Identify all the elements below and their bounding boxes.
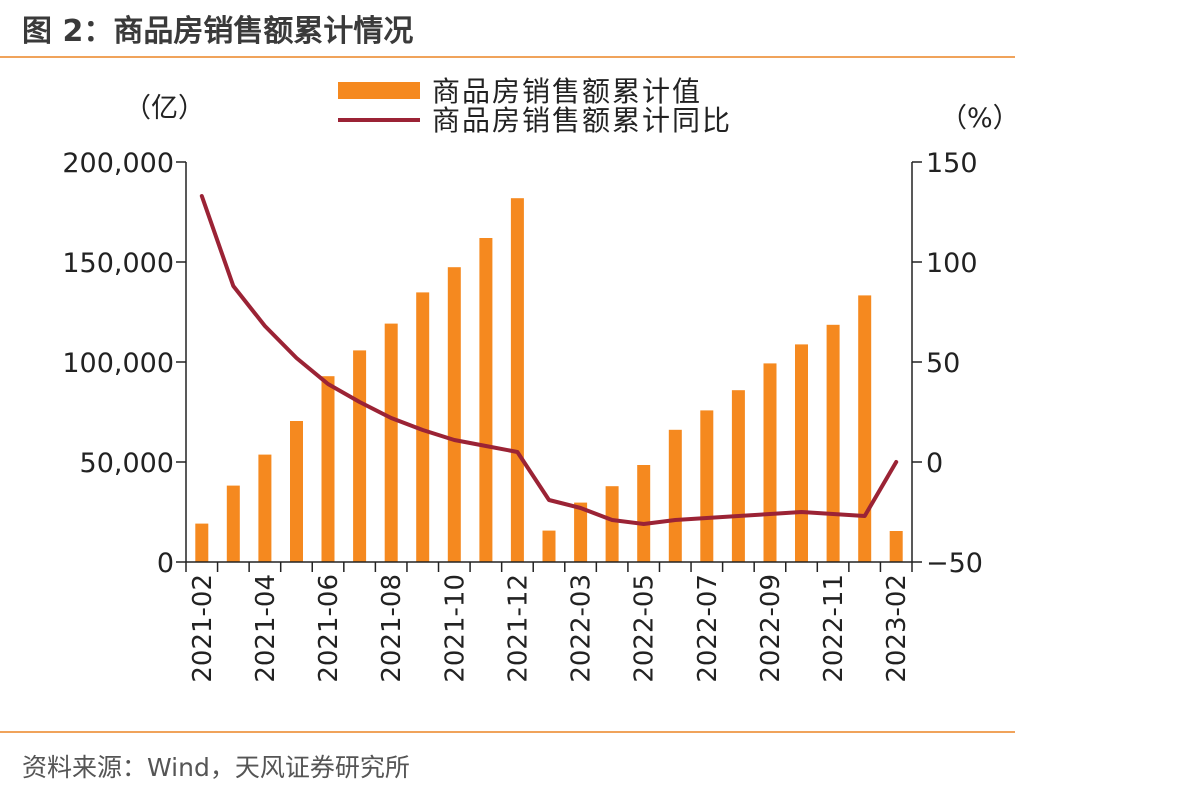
bar (605, 486, 619, 562)
bar (226, 485, 240, 562)
right-axis-unit: （%） (940, 103, 1020, 134)
right-tick-label: 150 (926, 148, 978, 179)
right-tick-label: −50 (926, 548, 983, 579)
bar (542, 530, 556, 562)
bar (795, 344, 808, 562)
bar (321, 376, 335, 562)
x-tick-label: 2022-07 (693, 574, 723, 683)
legend: 商品房销售额累计值 商品房销售额累计同比 (338, 75, 732, 137)
left-tick-label: 50,000 (80, 448, 174, 479)
bar (290, 421, 303, 562)
bar (858, 295, 872, 562)
bar (258, 454, 272, 562)
bar (889, 531, 903, 562)
left-axis-unit: （亿） (124, 93, 205, 124)
yoy-line (199, 194, 899, 526)
tick-labels: 0 50,000 100,000 150,000 200,000 −50 0 50 100 150… (62, 148, 983, 683)
x-tick-label: 2022-05 (630, 574, 660, 683)
bar (447, 267, 461, 562)
bar (637, 465, 651, 562)
x-tick-label: 2022-03 (567, 574, 597, 683)
legend-bar-label: 商品房销售额累计值 (432, 75, 702, 108)
figure-title: 图 2：商品房销售额累计情况 (22, 14, 414, 49)
bar (574, 502, 588, 562)
bar-series (195, 198, 903, 562)
bar (510, 198, 524, 562)
left-tick-label: 0 (157, 548, 174, 579)
bar (700, 410, 714, 562)
left-tick-label: 100,000 (62, 348, 174, 379)
x-tick-label: 2021-08 (377, 574, 407, 683)
x-tick-label: 2023-02 (882, 574, 912, 683)
bar (731, 390, 745, 562)
bar (195, 523, 209, 562)
x-tick-label: 2021-04 (251, 574, 281, 683)
x-tick-label: 2021-12 (503, 574, 533, 683)
bar (353, 350, 367, 562)
x-tick-label: 2022-09 (756, 574, 786, 683)
bottom-rule (0, 731, 1015, 733)
x-tick-label: 2021-10 (440, 574, 470, 683)
top-rule (0, 56, 1015, 58)
bar (826, 324, 840, 562)
line-series (199, 194, 899, 526)
right-tick-label: 0 (926, 448, 943, 479)
legend-bar-swatch (338, 82, 420, 99)
x-tick-label: 2021-06 (314, 574, 344, 683)
right-tick-label: 100 (926, 248, 978, 279)
left-tick-label: 150,000 (62, 248, 174, 279)
legend-line-label: 商品房销售额累计同比 (432, 104, 732, 137)
source-note: 资料来源：Wind，天风证券研究所 (22, 753, 410, 782)
left-tick-label: 200,000 (62, 148, 174, 179)
bar (416, 292, 430, 562)
right-tick-label: 50 (926, 348, 960, 379)
bar (479, 238, 493, 562)
axes (176, 161, 922, 572)
bar (763, 363, 777, 562)
x-tick-label: 2021-02 (188, 574, 218, 683)
bar (384, 323, 398, 562)
bar (668, 429, 682, 562)
x-tick-label: 2022-11 (819, 574, 849, 683)
